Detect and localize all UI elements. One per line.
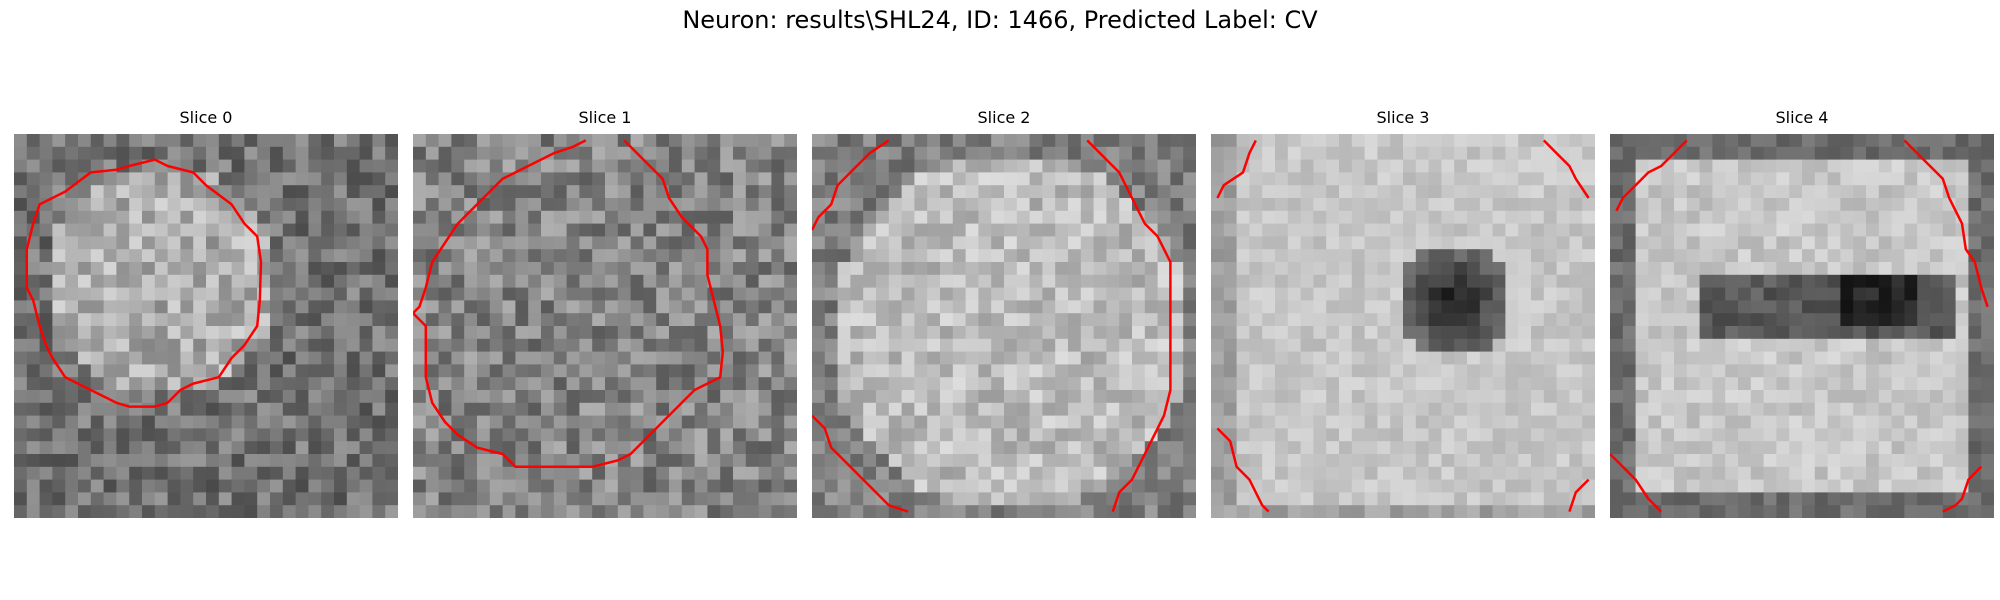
pixel-texture [1610, 134, 1994, 518]
contour-line [1086, 139, 1172, 512]
pixel-texture [413, 134, 797, 518]
contour-line [413, 139, 725, 469]
slice-title: Slice 3 [1376, 108, 1430, 127]
contour-line [1542, 139, 1590, 199]
contour-line [25, 158, 263, 408]
slice-title: Slice 0 [179, 108, 233, 127]
slice-image [14, 134, 398, 518]
slice-title: Slice 4 [1775, 108, 1829, 127]
pixel-texture [14, 134, 398, 518]
slice-image [1610, 134, 1994, 518]
slice-title: Slice 1 [578, 108, 632, 127]
contour-line [1942, 465, 1983, 513]
contour-line [1610, 453, 1663, 513]
slice-title: Slice 2 [977, 108, 1031, 127]
contour-line [812, 414, 909, 513]
pixel-texture [1211, 134, 1595, 518]
slice-image [413, 134, 797, 518]
contour-line [1615, 139, 1688, 212]
figure-title: Neuron: results\SHL24, ID: 1466, Predict… [682, 6, 1318, 34]
contour-line [1903, 139, 1989, 308]
contour-line [1216, 139, 1257, 199]
contour-line [1216, 427, 1270, 513]
contour-line [1568, 478, 1590, 512]
slice-image [1211, 134, 1595, 518]
contour-line [812, 139, 890, 231]
slice-image [812, 134, 1196, 518]
pixel-texture [812, 134, 1196, 518]
